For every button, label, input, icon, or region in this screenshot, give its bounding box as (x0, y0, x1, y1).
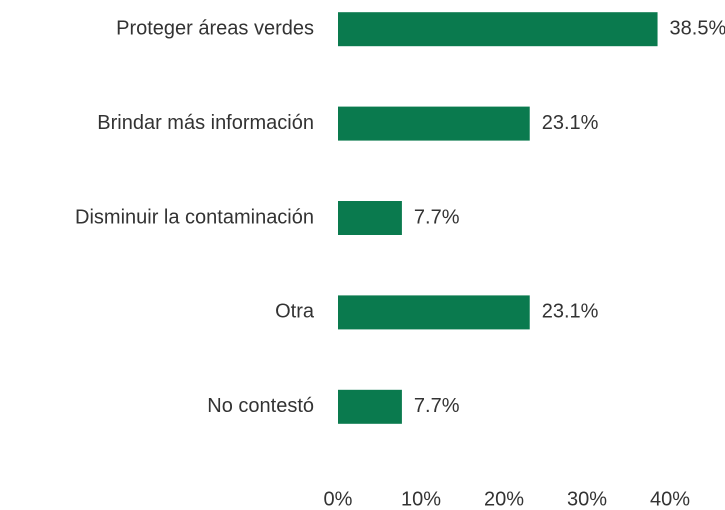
y-tick-label: Brindar más información (97, 112, 314, 134)
value-label: 38.5% (670, 17, 725, 39)
bar (338, 12, 658, 47)
x-tick-label: 30% (567, 488, 607, 510)
x-tick-label: 10% (401, 488, 441, 510)
x-tick-label: 40% (650, 488, 690, 510)
value-label: 7.7% (414, 395, 460, 417)
x-tick-label: 0% (324, 488, 353, 510)
x-tick-label: 20% (484, 488, 524, 510)
bar (338, 295, 530, 330)
y-tick-label: Proteger áreas verdes (116, 17, 314, 39)
bar (338, 389, 402, 424)
value-label: 23.1% (542, 301, 599, 323)
y-tick-label: Otra (275, 301, 315, 323)
y-tick-label: Disminuir la contaminación (75, 206, 314, 228)
y-tick-label: No contestó (207, 395, 314, 417)
bar (338, 201, 402, 235)
value-label: 7.7% (414, 206, 460, 228)
value-label: 23.1% (542, 112, 599, 134)
bar (338, 106, 530, 141)
